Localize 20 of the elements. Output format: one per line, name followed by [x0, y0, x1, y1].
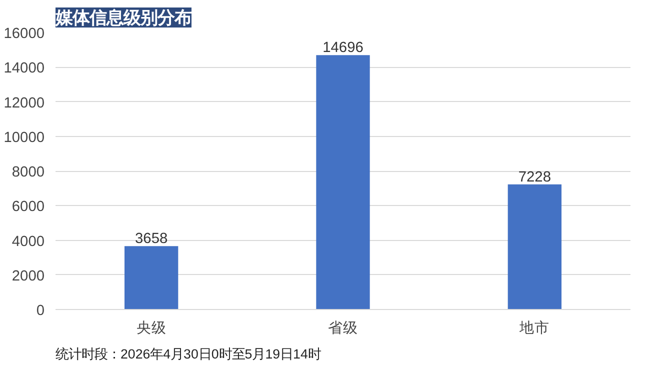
- y-tick-label: 4000: [12, 234, 45, 250]
- bar: [124, 246, 178, 310]
- data-label: 3658: [135, 231, 168, 248]
- data-label: 14696: [322, 40, 364, 56]
- x-tick-label: 央级: [136, 320, 166, 336]
- y-tick-label: 16000: [4, 26, 45, 42]
- y-tick-label: 10000: [4, 130, 45, 146]
- y-tick-label: 6000: [12, 199, 45, 216]
- bar: [508, 184, 562, 310]
- text: 统计时段：2026年4月30日0时至5月19日14时: [56, 346, 321, 362]
- bar: [316, 55, 370, 310]
- y-tick-label: 8000: [12, 164, 45, 180]
- x-tick-label: 地市: [518, 320, 550, 336]
- data-label: 7228: [518, 169, 551, 186]
- y-tick-label: 0: [36, 303, 45, 319]
- y-tick-label: 2000: [12, 268, 45, 284]
- x-tick-label: 省级: [328, 320, 358, 336]
- chart-title: 媒体信息级别分布: [54, 8, 192, 28]
- y-tick-label: 12000: [4, 95, 45, 112]
- y-tick-label: 14000: [4, 60, 45, 77]
